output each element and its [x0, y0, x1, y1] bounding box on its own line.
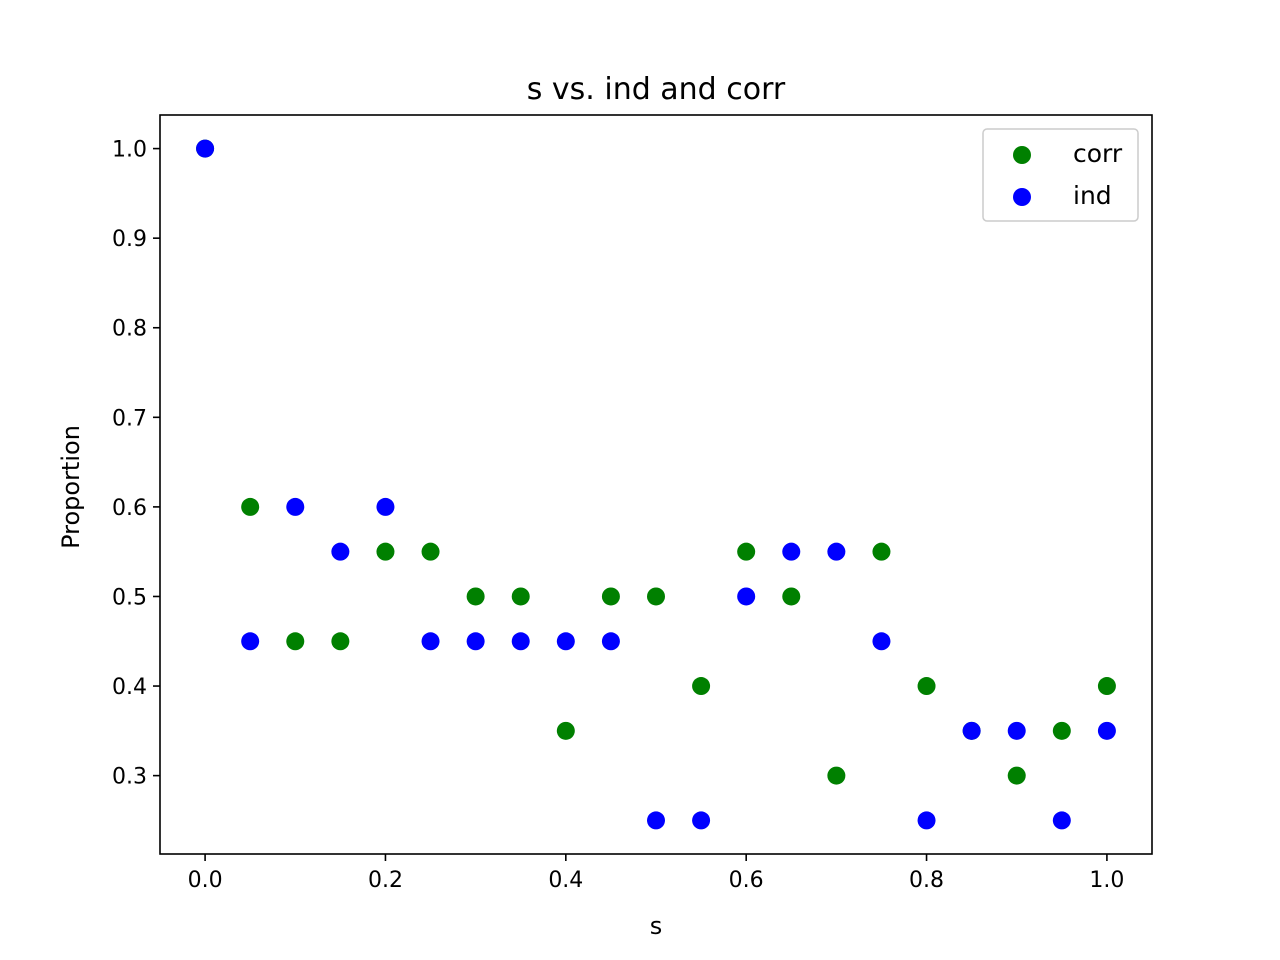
x-tick-label: 0.2: [368, 868, 403, 893]
x-axis-ticks: 0.0 0.2 0.4 0.6 0.8 1.0: [188, 854, 1124, 893]
point-ind: [511, 632, 530, 651]
point-corr: [872, 542, 891, 561]
data-points: [196, 139, 1116, 830]
point-ind: [286, 497, 305, 516]
y-axis-ticks: 0.3 0.4 0.5 0.6 0.7 0.8 0.9 1.0: [112, 138, 160, 790]
point-corr: [1052, 721, 1071, 740]
point-corr: [692, 677, 711, 696]
x-tick-label: 0.6: [729, 868, 764, 893]
y-tick-label: 0.9: [112, 227, 147, 252]
point-corr: [601, 587, 620, 606]
legend-label-corr: corr: [1073, 139, 1123, 168]
point-ind: [737, 587, 756, 606]
point-ind: [196, 139, 215, 158]
chart-title: s vs. ind and corr: [527, 72, 786, 107]
point-ind: [331, 542, 350, 561]
x-tick-label: 0.0: [188, 868, 223, 893]
point-corr: [782, 587, 801, 606]
point-corr: [827, 766, 846, 785]
point-corr: [511, 587, 530, 606]
y-tick-label: 0.7: [112, 406, 147, 431]
point-ind: [827, 542, 846, 561]
y-tick-label: 0.4: [112, 675, 147, 700]
x-tick-label: 0.4: [548, 868, 583, 893]
plot-frame: [159, 114, 1153, 855]
point-ind: [601, 632, 620, 651]
point-ind: [376, 497, 395, 516]
point-ind: [692, 811, 711, 830]
y-tick-label: 0.3: [112, 765, 147, 790]
point-ind: [1007, 721, 1026, 740]
point-ind: [421, 632, 440, 651]
x-tick-label: 1.0: [1089, 868, 1124, 893]
point-corr: [647, 587, 665, 606]
x-tick-label: 0.8: [909, 868, 944, 893]
y-axis-label: Proportion: [57, 425, 85, 549]
point-corr: [331, 632, 350, 651]
x-axis-label: s: [650, 912, 663, 940]
point-corr: [421, 542, 440, 561]
point-ind: [962, 721, 981, 740]
legend-marker-corr: [1013, 146, 1031, 164]
point-corr: [1007, 766, 1026, 785]
point-corr: [737, 542, 756, 561]
point-ind: [647, 811, 665, 830]
legend: corr ind: [982, 128, 1139, 222]
y-tick-label: 0.5: [112, 585, 147, 610]
y-tick-label: 1.0: [112, 138, 147, 163]
point-corr: [466, 587, 485, 606]
point-ind: [1097, 721, 1116, 740]
point-corr: [241, 497, 260, 516]
legend-label-ind: ind: [1073, 181, 1112, 210]
y-tick-label: 0.8: [112, 317, 147, 342]
point-ind: [241, 632, 260, 651]
point-corr: [917, 677, 936, 696]
y-tick-label: 0.6: [112, 496, 147, 521]
point-corr: [1097, 677, 1116, 696]
legend-marker-ind: [1013, 188, 1031, 206]
point-ind: [872, 632, 891, 651]
point-corr: [286, 632, 305, 651]
point-ind: [782, 542, 801, 561]
point-ind: [1052, 811, 1071, 830]
point-corr: [556, 721, 575, 740]
point-ind: [917, 811, 936, 830]
point-ind: [466, 632, 485, 651]
point-ind: [556, 632, 575, 651]
point-corr: [376, 542, 395, 561]
